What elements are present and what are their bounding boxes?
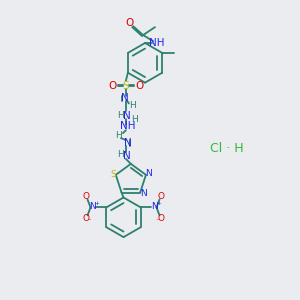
Text: N: N <box>121 94 129 103</box>
Text: N: N <box>146 169 152 178</box>
Text: O: O <box>82 192 89 201</box>
Text: ⁻: ⁻ <box>88 218 92 224</box>
Text: O: O <box>82 214 89 223</box>
Text: N: N <box>89 202 96 211</box>
Text: O: O <box>158 192 165 201</box>
Text: Cl · H: Cl · H <box>211 142 244 154</box>
Text: S: S <box>110 170 116 179</box>
Text: H: H <box>130 101 136 110</box>
Text: ⁻: ⁻ <box>156 218 159 224</box>
Text: N: N <box>140 189 146 198</box>
Text: O: O <box>125 18 133 28</box>
Text: N: N <box>123 111 131 121</box>
Text: S: S <box>123 81 129 91</box>
Text: +: + <box>94 201 99 206</box>
Text: +: + <box>156 201 161 206</box>
Text: O: O <box>108 81 116 91</box>
Text: NH: NH <box>149 38 165 48</box>
Text: O: O <box>158 214 165 223</box>
Text: N: N <box>151 202 158 211</box>
Text: N: N <box>124 138 132 148</box>
Text: H: H <box>116 130 122 140</box>
Text: H: H <box>131 115 138 124</box>
Text: NH: NH <box>120 121 136 131</box>
Text: O: O <box>136 81 144 91</box>
Text: N: N <box>123 151 131 161</box>
Text: H: H <box>118 151 124 160</box>
Text: H: H <box>118 111 124 120</box>
